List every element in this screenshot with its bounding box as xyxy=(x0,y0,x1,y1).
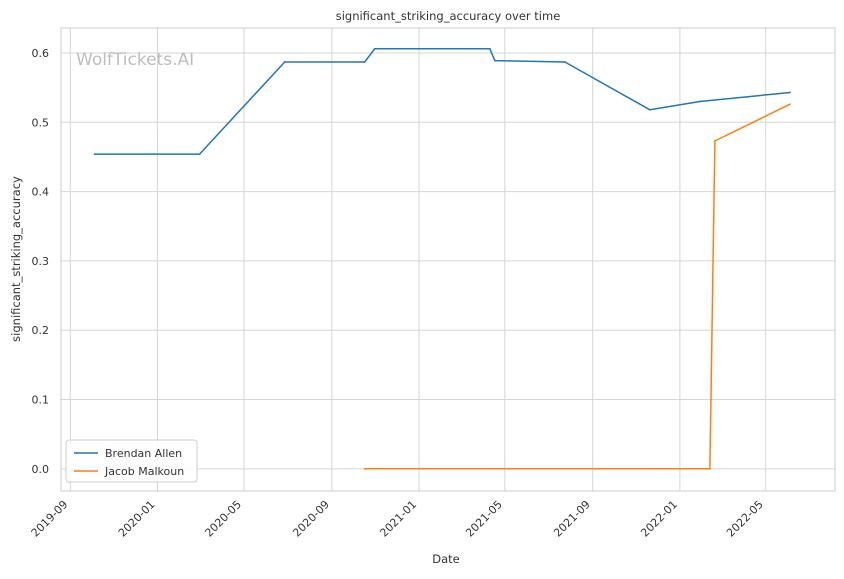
x-tick-label-6: 2021-09 xyxy=(551,498,593,540)
data-point-jacob-malkoun-2 xyxy=(714,140,716,142)
series-line-jacob-malkoun xyxy=(364,103,791,470)
data-point-brendan-allen-5 xyxy=(488,47,491,50)
data-point-brendan-allen-7 xyxy=(563,61,566,63)
legend-label-brendan-allen: Brendan Allen xyxy=(105,447,182,460)
legend-box xyxy=(65,439,198,483)
series-line-brendan-allen xyxy=(94,48,791,155)
chart-title: significant_striking_accuracy over time xyxy=(336,9,561,23)
y-tick-label-6: 0.6 xyxy=(32,47,50,60)
y-tick-label-1: 0.1 xyxy=(32,394,50,407)
legend: Brendan Allen Jacob Malkoun xyxy=(65,439,198,483)
y-tick-label-5: 0.5 xyxy=(32,116,50,129)
data-point-brendan-allen-9 xyxy=(699,100,701,103)
grid xyxy=(61,28,835,491)
x-tick-label-0: 2019-09 xyxy=(29,498,71,540)
plot-frame xyxy=(60,27,836,492)
data-point-jacob-malkoun-3 xyxy=(789,103,791,106)
data-point-brendan-allen-2 xyxy=(283,61,286,63)
data-point-brendan-allen-10 xyxy=(789,91,791,94)
y-tick-label-2: 0.2 xyxy=(32,324,50,337)
y-axis-title: significant_striking_accuracy xyxy=(9,176,23,342)
series-layer xyxy=(93,47,791,470)
data-point-brendan-allen-0 xyxy=(93,153,96,156)
x-axis-title: Date xyxy=(432,552,460,566)
data-point-brendan-allen-3 xyxy=(363,61,366,63)
x-tick-label-8: 2022-05 xyxy=(724,498,766,540)
x-tick-label-7: 2022-01 xyxy=(638,498,680,540)
y-tick-label-0: 0.0 xyxy=(32,463,50,476)
data-point-jacob-malkoun-1 xyxy=(709,467,711,470)
data-point-brendan-allen-8 xyxy=(648,108,651,111)
y-tick-label-3: 0.3 xyxy=(32,255,50,268)
data-point-brendan-allen-4 xyxy=(373,47,376,50)
data-point-jacob-malkoun-0 xyxy=(363,467,366,470)
x-tick-label-5: 2021-05 xyxy=(463,498,505,540)
x-tick-label-2: 2020-05 xyxy=(202,498,244,540)
legend-label-jacob-malkoun: Jacob Malkoun xyxy=(104,465,184,478)
data-point-brendan-allen-1 xyxy=(198,153,201,156)
data-point-brendan-allen-6 xyxy=(493,59,496,62)
y-tick-label-4: 0.4 xyxy=(32,186,50,199)
x-tick-label-3: 2020-09 xyxy=(290,498,332,540)
x-tick-label-1: 2020-01 xyxy=(116,498,158,540)
watermark: WolfTickets.AI xyxy=(76,50,194,70)
x-tick-label-4: 2021-01 xyxy=(377,498,419,540)
